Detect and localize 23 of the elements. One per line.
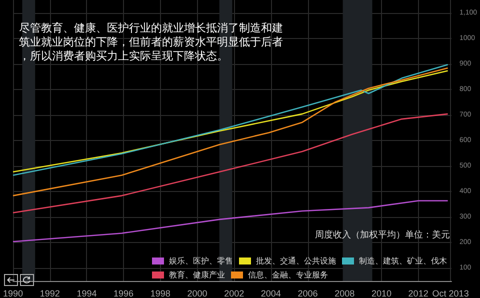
y-axis-title: 周度收入（加权平均）单位：美元 <box>315 230 450 240</box>
x-tick-label: 2002 <box>224 288 244 298</box>
x-tick-label: Oct 2013 <box>432 288 469 298</box>
x-tick-label: 2008 <box>334 288 355 298</box>
legend-label: 信息、金融、专业服务 <box>248 270 328 280</box>
legend-label: 教育、健康产业 <box>169 270 225 280</box>
legend-label: 批发、交通、公共设施 <box>256 256 336 266</box>
x-tick-label: 2010 <box>371 288 392 298</box>
legend-label: 娱乐、医护、零售 <box>169 256 233 266</box>
line-series <box>12 200 448 242</box>
legend-label: 制造、建筑、矿业、伐木 <box>359 256 447 266</box>
x-tick-label: 1996 <box>114 288 134 298</box>
x-tick-label: 1998 <box>150 288 170 298</box>
x-tick-label: 2012 <box>408 288 428 298</box>
x-tick-label: 1994 <box>76 288 97 298</box>
line-series <box>12 67 448 196</box>
line-series <box>12 113 448 214</box>
x-tick-label: 1992 <box>40 288 60 298</box>
x-tick-label: 1990 <box>2 288 24 298</box>
x-tick-label: 2000 <box>187 288 208 298</box>
x-tick-label: 2004 <box>260 288 281 298</box>
text: 尽管教育、健康、医护行业的就业增长抵消了制造和建筑业就业岗位的下降，但前者的薪资水平明显低于后者，所以消费者购买力上实际呈现下降状态。 <box>19 22 283 62</box>
x-tick-label: 2006 <box>298 288 318 298</box>
